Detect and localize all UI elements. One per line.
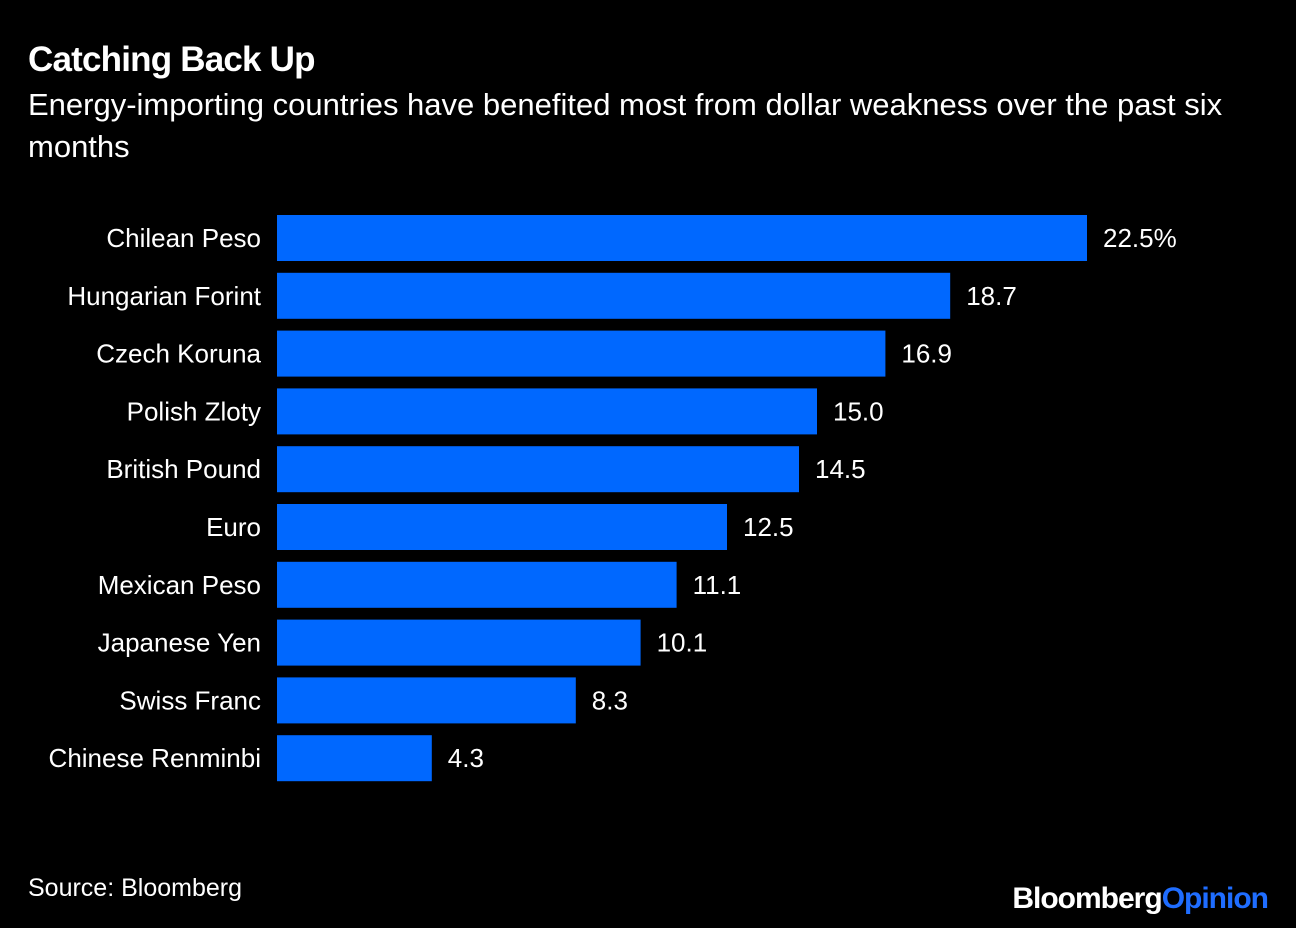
category-label-chilean-peso: Chilean Peso [106, 223, 261, 253]
value-label-chinese-renminbi: 4.3 [448, 743, 484, 773]
logo-word-bloomberg: Bloomberg [1012, 882, 1162, 915]
category-label-polish-zloty: Polish Zloty [127, 396, 261, 426]
value-label-chilean-peso: 22.5% [1103, 223, 1177, 253]
bloomberg-opinion-logo: BloombergOpinion [1012, 882, 1269, 916]
category-label-chinese-renminbi: Chinese Renminbi [49, 743, 261, 773]
bar-hungarian-forint [277, 272, 951, 319]
bar-british-pound [277, 446, 799, 493]
bar-chilean-peso [277, 215, 1087, 261]
category-label-british-pound: British Pound [106, 454, 261, 484]
value-label-japanese-yen: 10.1 [657, 628, 708, 658]
bar-euro [277, 504, 727, 550]
bar-japanese-yen [277, 619, 641, 666]
bar-czech-koruna [277, 330, 886, 377]
bar-chinese-renminbi [277, 735, 432, 782]
chart-title: Catching Back Up [28, 40, 316, 79]
bar-chart: Chilean Peso 22.5% Hungarian Forint 18.7 Cze… [49, 215, 1177, 782]
category-label-mexican-peso: Mexican Peso [98, 570, 261, 600]
source-note: Source: Bloomberg [28, 874, 243, 902]
category-label-swiss-franc: Swiss Franc [119, 685, 261, 715]
bar-polish-zloty [277, 388, 817, 435]
category-label-czech-koruna: Czech Koruna [96, 339, 261, 369]
bar-swiss-franc [277, 677, 576, 724]
category-label-hungarian-forint: Hungarian Forint [67, 281, 261, 311]
category-label-japanese-yen: Japanese Yen [98, 628, 261, 658]
category-label-euro: Euro [206, 512, 261, 542]
value-label-hungarian-forint: 18.7 [966, 281, 1017, 311]
value-label-british-pound: 14.5 [815, 454, 866, 484]
value-label-mexican-peso: 11.1 [693, 570, 742, 600]
value-label-swiss-franc: 8.3 [592, 685, 628, 715]
value-label-euro: 12.5 [743, 512, 794, 542]
chart-subtitle: Energy-importing countries have benefite… [28, 87, 1223, 164]
bar-mexican-peso [277, 561, 677, 608]
value-label-polish-zloty: 15.0 [833, 396, 884, 426]
value-label-czech-koruna: 16.9 [901, 339, 952, 369]
logo-word-opinion: Opinion [1161, 882, 1269, 915]
